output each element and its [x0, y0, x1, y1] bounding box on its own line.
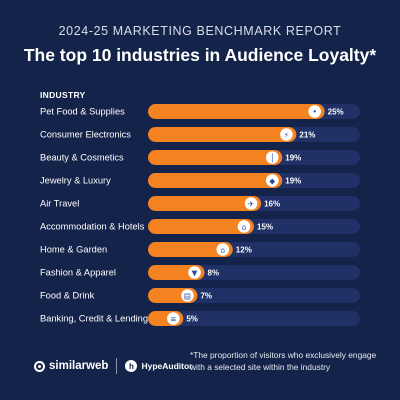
hotel-icon-glyph: ⌂ [242, 222, 247, 231]
bar [148, 196, 262, 211]
chart-title: The top 10 industries in Audience Loyalt… [23, 45, 377, 65]
value-label: 19% [285, 177, 301, 186]
bank-icon-glyph: ≡ [170, 314, 176, 323]
category-label: Home & Garden [40, 245, 107, 255]
bank-icon [167, 312, 180, 325]
bar [148, 219, 254, 234]
gem-icon [265, 174, 279, 187]
similarweb-logo: similarweb [34, 360, 108, 372]
category-label: Beauty & Cosmetics [40, 153, 124, 163]
value-label: 19% [285, 154, 301, 163]
industry-column-header: INDUSTRY [40, 90, 86, 100]
paw-icon [308, 105, 321, 118]
similarweb-logo-text: similarweb [49, 360, 109, 372]
house-icon-glyph: ⌂ [220, 245, 225, 254]
category-label: Food & Drink [40, 291, 95, 301]
bar [148, 150, 283, 165]
gem-icon-glyph: ◆ [269, 176, 275, 185]
category-label: Fashion & Apparel [40, 268, 116, 278]
logo-divider [116, 358, 118, 374]
cart-icon [181, 289, 194, 302]
airplane-icon-glyph: ✈ [248, 199, 254, 208]
paw-icon-glyph: • [312, 107, 316, 116]
bar [148, 127, 297, 142]
category-label: Jewelry & Luxury [40, 176, 111, 186]
bar [148, 104, 325, 119]
hypeauditor-logo-icon: h [125, 360, 138, 372]
footer-logos: similarweb h HypeAuditor [34, 358, 192, 374]
footnote: *The proportion of visitors who exclusiv… [190, 350, 377, 372]
hypeauditor-logo-text: HypeAuditor [141, 361, 193, 371]
category-label: Accommodation & Hotels [40, 222, 145, 232]
shirt-icon [188, 266, 201, 279]
hypeauditor-logo: h HypeAuditor [125, 360, 192, 372]
cart-icon-glyph: ▤ [184, 291, 191, 300]
airplane-icon [244, 197, 258, 210]
bar-track [148, 288, 360, 303]
category-label: Air Travel [40, 199, 79, 209]
similarweb-logo-icon [34, 360, 45, 372]
lightning-icon-glyph: ⚡ [284, 130, 289, 139]
hotel-icon [237, 220, 251, 233]
value-label: 12% [236, 246, 252, 255]
value-label: 16% [264, 200, 280, 209]
category-label: Banking, Credit & Lending [40, 314, 148, 324]
bar-chart: Pet Food & Supplies • 25% Consumer Electron… [40, 104, 360, 326]
bar [148, 242, 233, 257]
value-label: 25% [328, 108, 344, 117]
value-label: 7% [200, 292, 212, 301]
shirt-icon-glyph: ▼ [192, 268, 198, 277]
value-label: 21% [299, 131, 315, 140]
lipstick-icon-glyph: │ [270, 152, 275, 162]
bar [148, 173, 283, 188]
value-label: 15% [257, 223, 273, 232]
bar-track [148, 311, 360, 326]
value-label: 5% [186, 315, 198, 324]
house-icon [216, 243, 230, 256]
category-label: Pet Food & Supplies [40, 107, 125, 117]
report-subtitle: 2024-25 MARKETING BENCHMARK REPORT [58, 24, 342, 38]
lightning-icon [280, 128, 293, 141]
lipstick-icon [265, 151, 279, 164]
value-label: 8% [208, 269, 220, 278]
category-label: Consumer Electronics [40, 130, 131, 140]
